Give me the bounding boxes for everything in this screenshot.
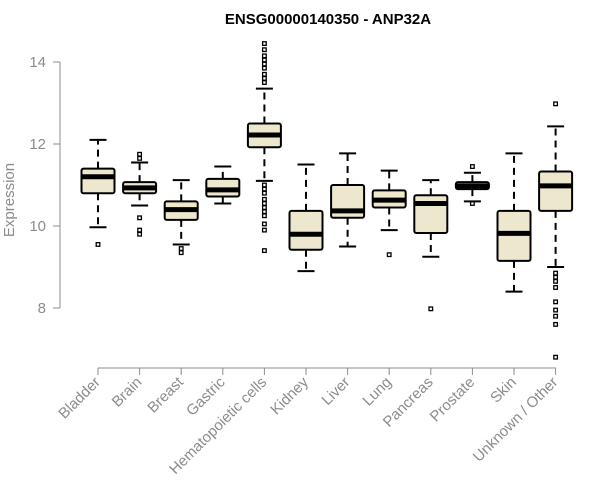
x-tick-label: Skin: [487, 374, 520, 407]
outlier-point: [261, 227, 267, 233]
outlier-point: [137, 231, 143, 237]
box-group: [413, 179, 449, 312]
outlier-point: [178, 246, 184, 251]
outlier-point: [553, 285, 559, 290]
outlier-point: [553, 354, 559, 360]
x-tick-label: Breast: [144, 373, 187, 416]
outlier-point: [261, 47, 267, 53]
outlier-point: [261, 248, 267, 254]
x-tick-label: Liver: [318, 374, 353, 409]
outlier-point: [178, 250, 184, 256]
outlier-point: [261, 190, 267, 196]
outlier-point: [95, 241, 101, 247]
box-series: [80, 41, 574, 360]
outlier-point: [553, 307, 559, 313]
x-tick-label: Brain: [109, 374, 146, 411]
outlier-point: [553, 313, 559, 319]
outlier-point: [553, 270, 559, 276]
outlier-point: [553, 299, 559, 305]
y-tick-label: 8: [38, 300, 46, 317]
outlier-point: [553, 321, 559, 327]
outlier-point: [261, 209, 267, 215]
outlier-point: [553, 278, 559, 284]
outlier-point: [137, 227, 143, 233]
box-group: [122, 151, 158, 237]
box-group: [163, 179, 199, 256]
outlier-point: [261, 186, 267, 192]
x-tick-label: Bladder: [55, 374, 104, 423]
box-group: [205, 165, 241, 205]
outlier-point: [261, 41, 267, 46]
x-tick-label: Prostate: [427, 374, 479, 426]
outlier-point: [261, 61, 267, 67]
box-group: [330, 152, 366, 248]
outlier-point: [553, 101, 559, 107]
chart-title: ENSG00000140350 - ANP32A: [225, 11, 431, 28]
outlier-point: [261, 205, 267, 210]
box-group: [496, 152, 532, 293]
outlier-point: [469, 200, 475, 206]
outlier-point: [137, 155, 143, 161]
outlier-point: [261, 57, 267, 63]
y-axis-label: Expression: [1, 163, 18, 237]
outlier-point: [428, 306, 434, 312]
outlier-point: [386, 252, 392, 258]
y-tick-label: 12: [29, 136, 46, 153]
x-tick-label: Kidney: [267, 373, 312, 418]
outlier-point: [137, 215, 143, 221]
outlier-point: [261, 196, 267, 202]
box-iqr: [538, 170, 574, 212]
outlier-point: [261, 53, 267, 59]
outlier-point: [261, 75, 267, 81]
box-iqr: [288, 209, 324, 251]
outlier-point: [553, 274, 559, 280]
outlier-point: [137, 151, 143, 157]
y-axis-ticks: 8 10 12 14: [29, 54, 60, 317]
box-group: [80, 138, 116, 247]
outlier-point: [261, 200, 267, 206]
x-tick-label: Lung: [359, 374, 395, 410]
box-group: [246, 41, 282, 254]
outlier-point: [261, 221, 267, 227]
y-tick-label: 14: [29, 54, 46, 71]
box-group: [454, 164, 490, 206]
box-group: [371, 169, 407, 258]
outlier-point: [261, 80, 267, 85]
outlier-point: [261, 65, 267, 71]
box-group: [538, 101, 574, 360]
outlier-point: [261, 182, 267, 188]
box-iqr: [80, 167, 116, 195]
y-tick-label: 10: [29, 218, 46, 235]
outlier-point: [261, 71, 267, 77]
box-group: [288, 163, 324, 273]
outlier-point: [469, 164, 475, 169]
outlier-point: [261, 213, 267, 219]
box-iqr: [413, 194, 449, 234]
